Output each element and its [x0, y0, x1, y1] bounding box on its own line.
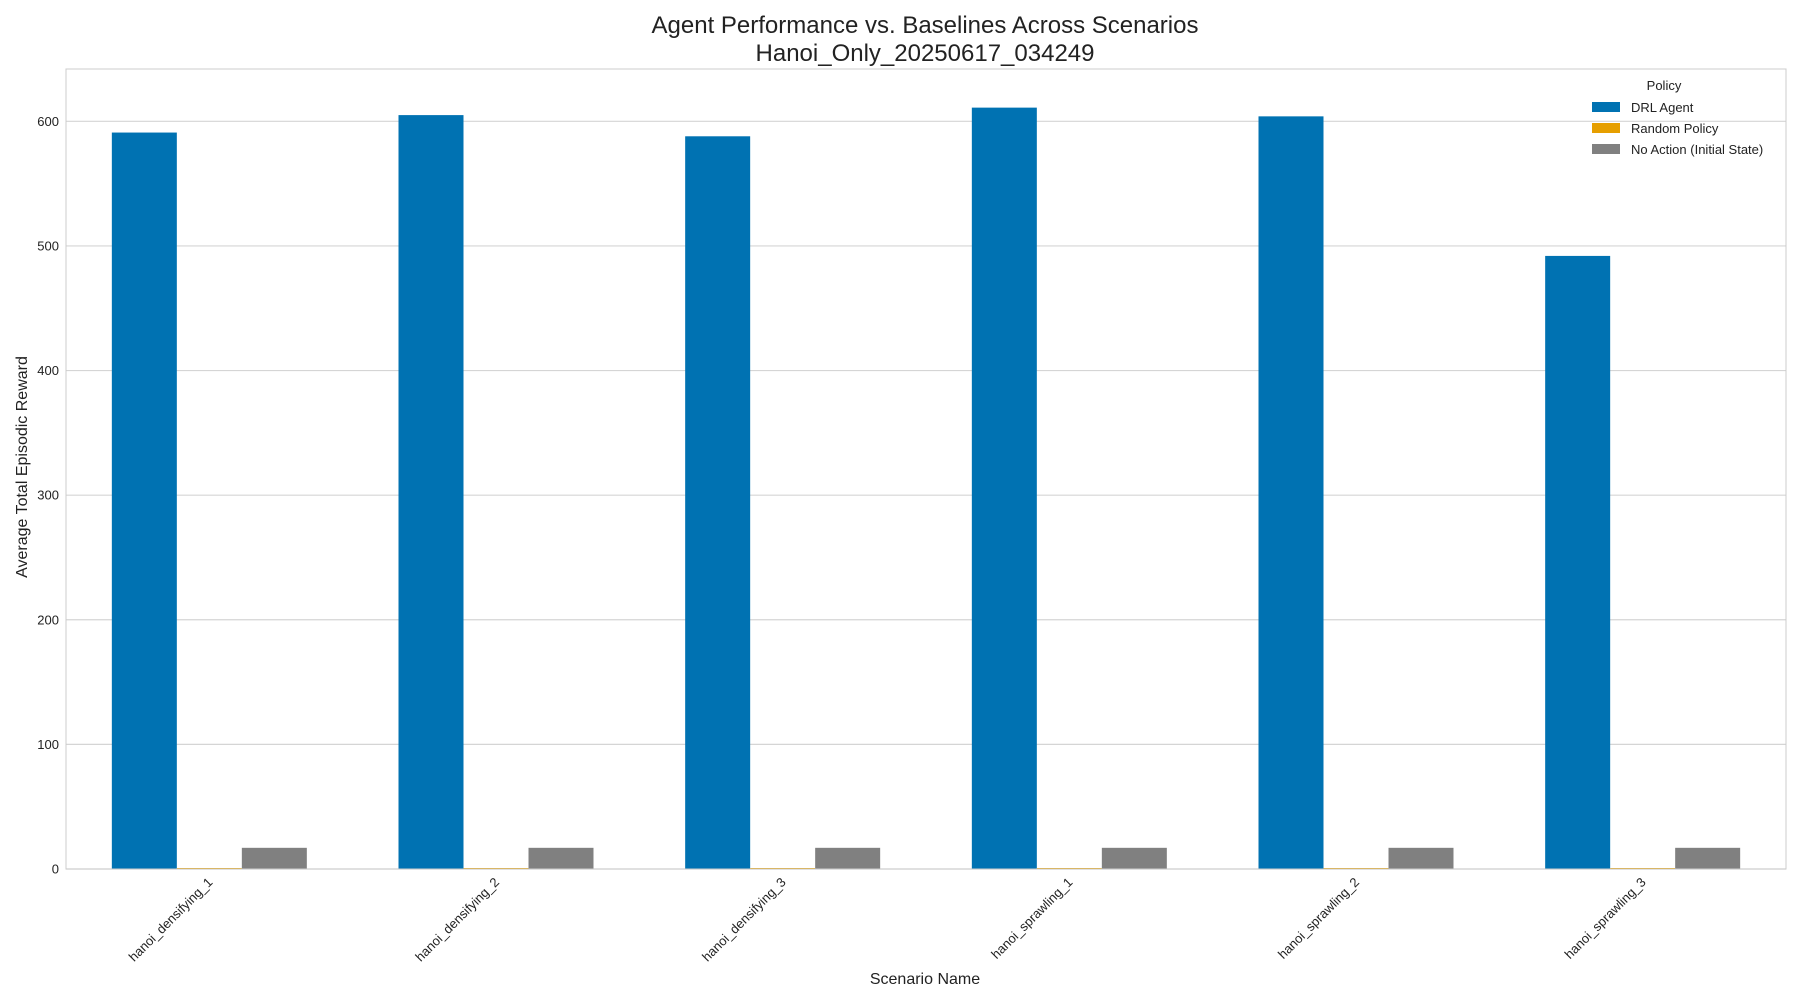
y-axis-label: Average Total Episodic Reward [14, 356, 31, 578]
bars [111, 107, 1741, 870]
y-axis: 0 100 200 300 400 500 600 [37, 114, 59, 877]
y-tick-label: 300 [37, 488, 59, 503]
bar-hanoi_densifying_1-3 [241, 847, 307, 869]
bar-hanoi_sprawling_2-3 [1388, 847, 1454, 869]
bar-hanoi_densifying_1-1 [111, 132, 177, 870]
bar-hanoi_densifying_2-1 [398, 115, 464, 870]
bar-hanoi_sprawling_3-3 [1675, 847, 1741, 869]
bar-hanoi_densifying_3-1 [685, 136, 751, 869]
y-tick-label: 100 [37, 737, 59, 752]
chart-title: Agent Performance vs. Baselines Across S… [652, 12, 1199, 39]
legend-label: DRL Agent [1631, 100, 1694, 115]
y-tick-label: 200 [37, 612, 59, 627]
y-tick-label: 500 [37, 238, 59, 253]
legend: Policy DRL Agent Random Policy No Action (… [1592, 78, 1763, 157]
legend-swatch [1592, 123, 1620, 133]
bar-hanoi_densifying_3-3 [815, 847, 881, 869]
legend-swatch [1592, 102, 1620, 112]
legend-label: Random Policy [1631, 121, 1719, 136]
x-axis-label: Scenario Name [870, 971, 980, 988]
legend-label: No Action (Initial State) [1631, 142, 1763, 157]
chart-subtitle: Hanoi_Only_20250617_034249 [756, 40, 1095, 67]
bar-hanoi_sprawling_2-1 [1258, 116, 1324, 869]
legend-title: Policy [1647, 78, 1682, 93]
bar-hanoi_sprawling_3-1 [1545, 255, 1611, 869]
y-tick-label: 600 [37, 114, 59, 129]
y-tick-label: 0 [52, 862, 59, 877]
bar-hanoi_sprawling_1-1 [971, 107, 1037, 870]
bar-hanoi_densifying_2-3 [528, 847, 594, 869]
bar-hanoi_sprawling_1-3 [1101, 847, 1167, 869]
legend-swatch [1592, 144, 1620, 154]
plot-frame [65, 68, 1787, 870]
y-tick-label: 400 [37, 363, 59, 378]
